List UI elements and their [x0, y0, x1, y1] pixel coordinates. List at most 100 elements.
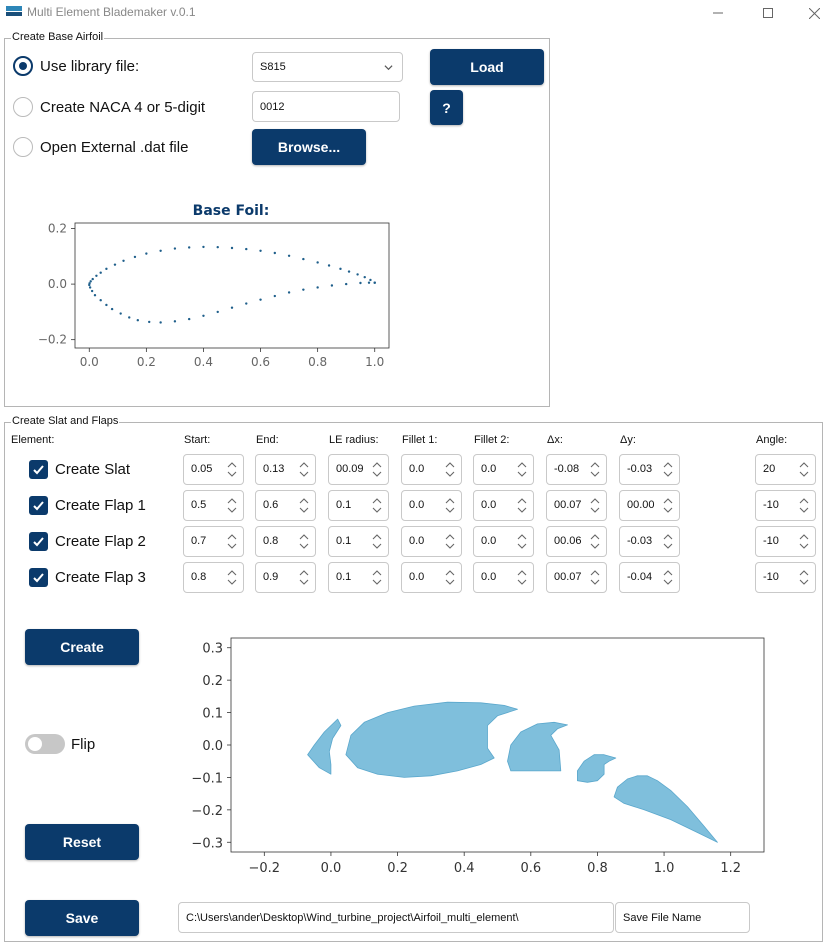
flip-toggle[interactable] [25, 734, 65, 754]
checkbox-flap-3[interactable]: Create Flap 3 [29, 568, 146, 587]
x-tick-label: 0.0 [321, 861, 342, 876]
spin-arrows-icon[interactable] [299, 532, 309, 551]
x-tick-label: 0.4 [194, 355, 213, 369]
spinbox-value: 0.05 [191, 463, 213, 475]
radio-indicator[interactable] [13, 56, 33, 76]
spin-arrows-icon[interactable] [227, 496, 237, 515]
multi-element-plot: −0.2 0.0 0.2 0.4 0.6 0.8 1.0 1.2 0.3 0.2 0.1 0.0 −0.… [191, 637, 765, 876]
slat-dy-spinbox[interactable]: -0.03 [619, 454, 680, 485]
spin-arrows-icon[interactable] [445, 568, 455, 587]
flap-2-fillet-2-spinbox[interactable]: 0.0 [473, 526, 534, 557]
spin-arrows-icon[interactable] [663, 568, 673, 587]
spin-arrows-icon[interactable] [799, 496, 809, 515]
spin-arrows-icon[interactable] [372, 460, 382, 479]
minimize-button[interactable] [695, 0, 741, 26]
slat-end-spinbox[interactable]: 0.13 [255, 454, 316, 485]
save-path-input[interactable]: C:\Users\ander\Desktop\Wind_turbine_proj… [178, 902, 614, 933]
spin-arrows-icon[interactable] [517, 460, 527, 479]
spin-arrows-icon[interactable] [372, 532, 382, 551]
flap-3-angle-spinbox[interactable]: -10 [755, 562, 816, 593]
flap-3-start-spinbox[interactable]: 0.8 [183, 562, 244, 593]
slat-dx-spinbox[interactable]: -0.08 [546, 454, 607, 485]
flap-1-start-spinbox[interactable]: 0.5 [183, 490, 244, 521]
flap-2-end-spinbox[interactable]: 0.8 [255, 526, 316, 557]
checkbox-indicator[interactable] [29, 532, 48, 551]
foil-point [202, 245, 205, 249]
save-button[interactable]: Save [25, 900, 139, 936]
checkbox-flap-2[interactable]: Create Flap 2 [29, 532, 146, 551]
spin-arrows-icon[interactable] [590, 460, 600, 479]
slat-angle-spinbox[interactable]: 20 [755, 454, 816, 485]
spin-arrows-icon[interactable] [445, 532, 455, 551]
checkbox-indicator[interactable] [29, 568, 48, 587]
x-tick-label: 0.8 [587, 861, 608, 876]
help-button[interactable]: ? [430, 90, 463, 125]
checkbox-flap-1[interactable]: Create Flap 1 [29, 496, 146, 515]
flap-2-dx-spinbox[interactable]: 00.06 [546, 526, 607, 557]
slat-fillet-2-spinbox[interactable]: 0.0 [473, 454, 534, 485]
flap-1-fillet-2-spinbox[interactable]: 0.0 [473, 490, 534, 521]
spin-arrows-icon[interactable] [299, 496, 309, 515]
spin-arrows-icon[interactable] [445, 460, 455, 479]
spin-arrows-icon[interactable] [299, 460, 309, 479]
flap-1-angle-spinbox[interactable]: -10 [755, 490, 816, 521]
create-button[interactable]: Create [25, 629, 139, 665]
flap-3-fillet-2-spinbox[interactable]: 0.0 [473, 562, 534, 593]
flap-2-dy-spinbox[interactable]: -0.03 [619, 526, 680, 557]
spin-arrows-icon[interactable] [227, 568, 237, 587]
spin-arrows-icon[interactable] [517, 568, 527, 587]
spin-arrows-icon[interactable] [590, 568, 600, 587]
slat-le-radius-spinbox[interactable]: 00.09 [328, 454, 389, 485]
close-button[interactable] [791, 0, 831, 26]
browse-button[interactable]: Browse... [252, 129, 366, 165]
spin-arrows-icon[interactable] [590, 532, 600, 551]
flap-3-dx-spinbox[interactable]: 00.07 [546, 562, 607, 593]
spin-arrows-icon[interactable] [517, 496, 527, 515]
flap-2-fillet-1-spinbox[interactable]: 0.0 [401, 526, 462, 557]
slat-fillet-1-spinbox[interactable]: 0.0 [401, 454, 462, 485]
reset-button[interactable]: Reset [25, 824, 139, 860]
spin-arrows-icon[interactable] [372, 496, 382, 515]
spin-arrows-icon[interactable] [799, 568, 809, 587]
flap-1-le-radius-spinbox[interactable]: 0.1 [328, 490, 389, 521]
spin-arrows-icon[interactable] [663, 532, 673, 551]
radio-indicator[interactable] [13, 137, 33, 157]
spin-arrows-icon[interactable] [227, 460, 237, 479]
flap-2-le-radius-spinbox[interactable]: 0.1 [328, 526, 389, 557]
radio-external[interactable]: Open External .dat file [13, 137, 188, 157]
checkbox-slat[interactable]: Create Slat [29, 460, 130, 479]
spin-arrows-icon[interactable] [299, 568, 309, 587]
radio-indicator[interactable] [13, 97, 33, 117]
flap-1-end-spinbox[interactable]: 0.6 [255, 490, 316, 521]
load-button[interactable]: Load [430, 49, 544, 85]
flap-3-fillet-1-spinbox[interactable]: 0.0 [401, 562, 462, 593]
slat-start-spinbox[interactable]: 0.05 [183, 454, 244, 485]
spin-arrows-icon[interactable] [663, 496, 673, 515]
maximize-button[interactable] [745, 0, 791, 26]
spin-arrows-icon[interactable] [227, 532, 237, 551]
spin-arrows-icon[interactable] [590, 496, 600, 515]
naca-input[interactable]: 0012 [252, 91, 400, 122]
spin-arrows-icon[interactable] [372, 568, 382, 587]
checkbox-indicator[interactable] [29, 496, 48, 515]
flap-2-angle-spinbox[interactable]: -10 [755, 526, 816, 557]
flap-1-dx-spinbox[interactable]: 00.07 [546, 490, 607, 521]
base-foil-title: Base Foil: [193, 203, 270, 219]
flap-1-fillet-1-spinbox[interactable]: 0.0 [401, 490, 462, 521]
flap-1-dy-spinbox[interactable]: 00.00 [619, 490, 680, 521]
checkbox-indicator[interactable] [29, 460, 48, 479]
radio-library[interactable]: Use library file: [13, 56, 139, 76]
flap-2-start-spinbox[interactable]: 0.7 [183, 526, 244, 557]
flap-3-end-spinbox[interactable]: 0.9 [255, 562, 316, 593]
save-file-name-input[interactable]: Save File Name [615, 902, 750, 933]
flap-3-dy-spinbox[interactable]: -0.04 [619, 562, 680, 593]
library-select[interactable]: S815 [252, 52, 403, 82]
spin-arrows-icon[interactable] [799, 460, 809, 479]
spin-arrows-icon[interactable] [663, 460, 673, 479]
flap-3-le-radius-spinbox[interactable]: 0.1 [328, 562, 389, 593]
spin-arrows-icon[interactable] [517, 532, 527, 551]
radio-naca[interactable]: Create NACA 4 or 5-digit [13, 97, 205, 117]
spin-arrows-icon[interactable] [799, 532, 809, 551]
spin-arrows-icon[interactable] [445, 496, 455, 515]
flip-toggle-knob[interactable] [28, 737, 42, 751]
